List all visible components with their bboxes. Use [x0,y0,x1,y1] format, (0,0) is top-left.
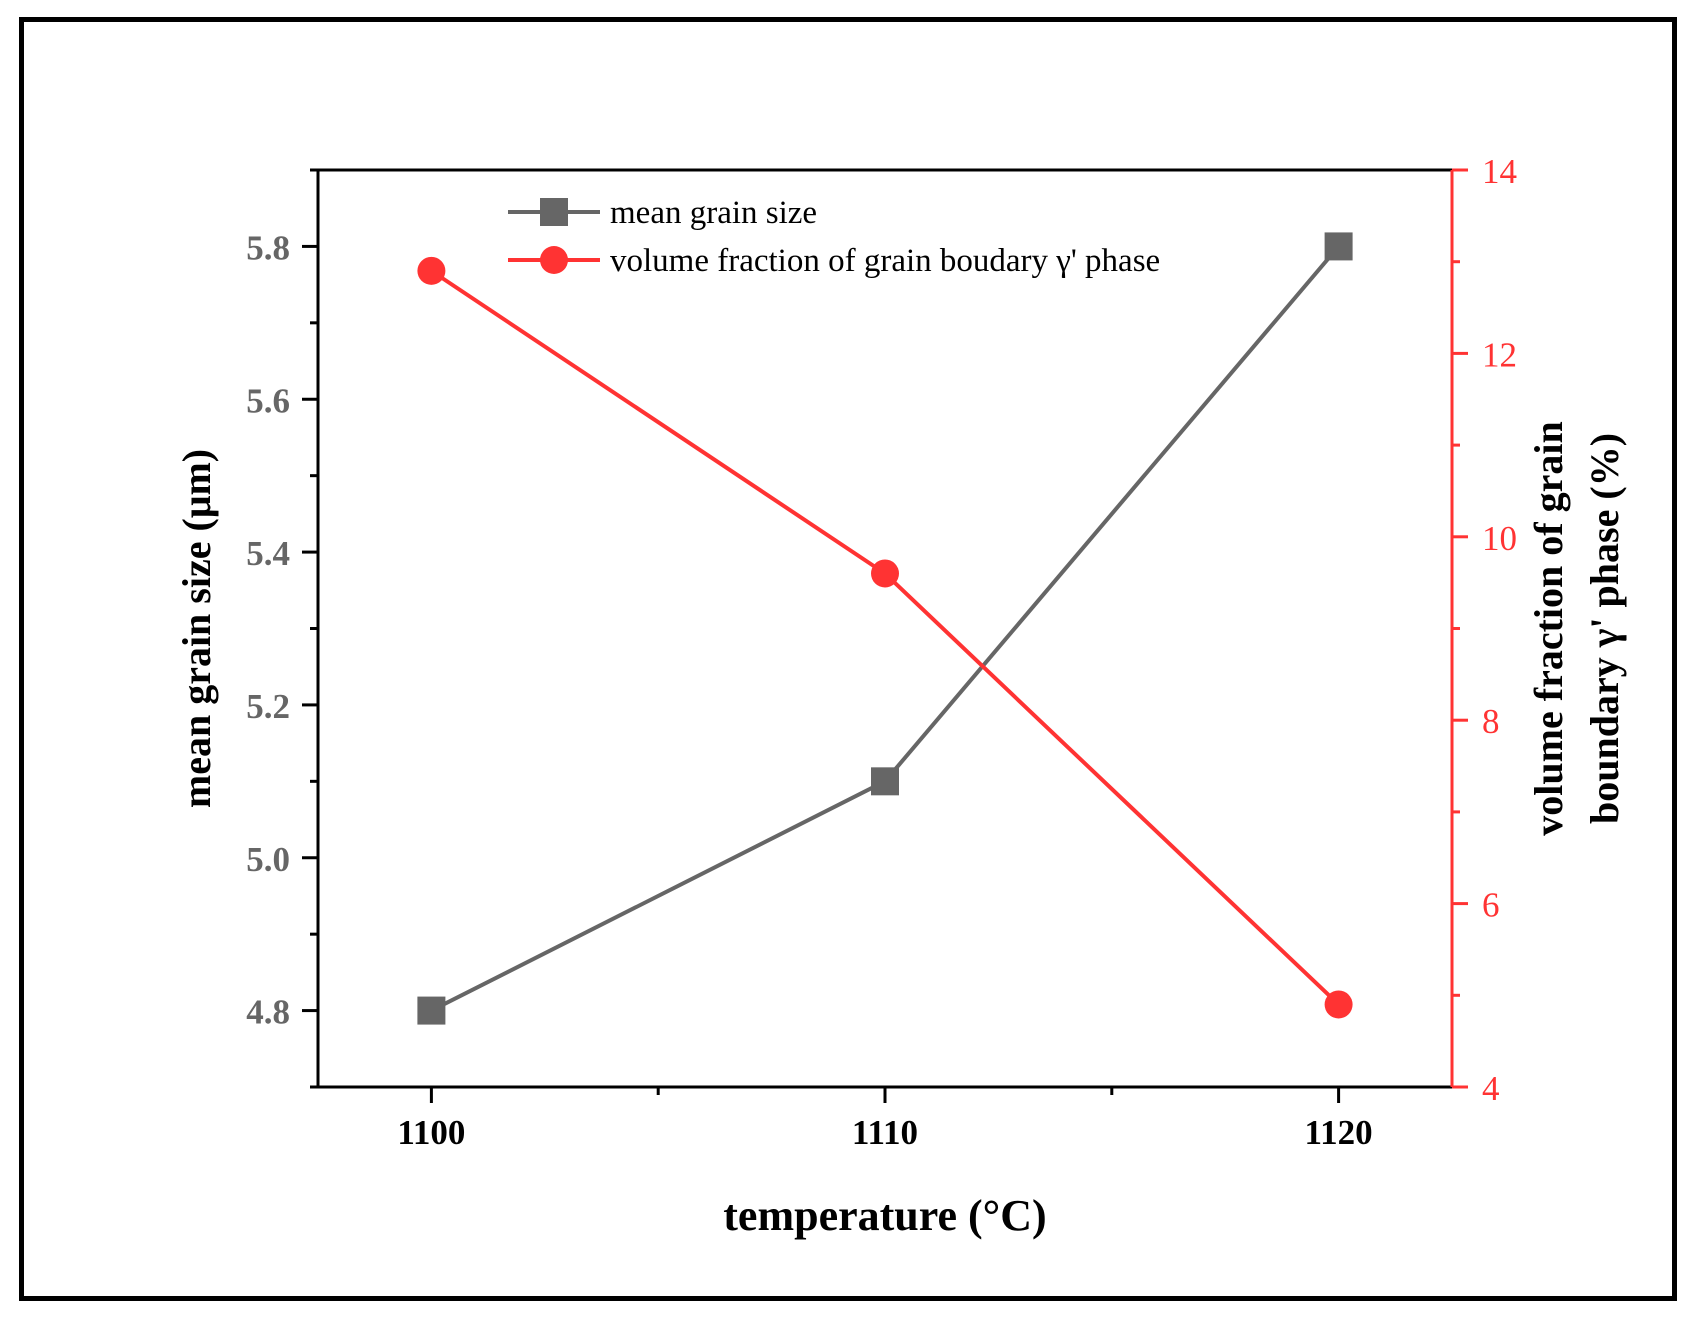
x-tick-label: 1100 [397,1113,465,1152]
x-tick-label: 1120 [1305,1113,1373,1152]
right-y-axis-title-line1: volume fraction of grain [1526,421,1571,835]
legend: mean grain size volume fraction of grain… [508,195,1160,279]
left-tick-label: 5.2 [246,687,290,726]
left-tick-label: 5.0 [246,840,290,879]
data-point-circle [1324,990,1353,1019]
x-axis-title: temperature (°C) [723,1191,1046,1240]
left-tick-label: 5.4 [246,534,290,573]
legend-label-mean-grain-size: mean grain size [610,195,817,231]
legend-label-volume-fraction: volume fraction of grain boudary γ' phas… [610,243,1160,279]
series-line-1 [430,269,1340,1006]
legend-marker-mean-grain-size [540,198,568,226]
left-tick-label: 5.6 [246,381,290,420]
x-tick-label: 1110 [852,1113,918,1152]
data-point-square [1324,232,1353,261]
data-point-circle [871,559,899,588]
data-point-square [871,767,899,796]
data-point-square [417,996,446,1025]
right-tick-label: 4 [1482,1069,1500,1108]
right-tick-label: 14 [1482,152,1517,191]
left-tick-label: 5.8 [246,228,290,267]
right-tick-label: 12 [1482,335,1517,374]
right-tick-label: 8 [1482,702,1500,741]
legend-marker-volume-fraction [540,246,568,274]
right-tick-label: 10 [1482,519,1517,558]
left-y-axis-title: mean grain size (μm) [174,449,219,808]
right-y-axis-title-line2: boundary γ' phase (%) [1582,433,1627,824]
axes-layer: 4.8 5.0 5.2 5.4 5.6 5.8 4 6 8 10 12 14 1100 1110 1120 [246,152,1517,1152]
data-point-circle [417,256,446,285]
series-layer [417,232,1353,1025]
left-tick-label: 4.8 [246,993,290,1032]
right-tick-label: 6 [1482,886,1500,925]
